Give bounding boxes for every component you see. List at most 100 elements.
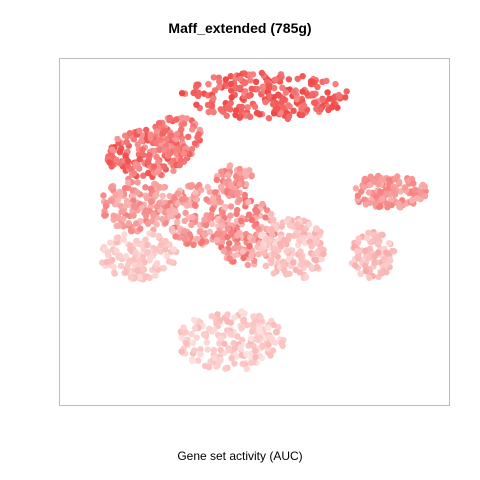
cell-point bbox=[300, 102, 308, 109]
cell-point bbox=[248, 216, 255, 224]
cell-point bbox=[390, 248, 398, 255]
cell-point bbox=[309, 92, 316, 99]
cell-point bbox=[147, 185, 155, 192]
cell-point bbox=[421, 183, 428, 190]
cell-point bbox=[239, 248, 246, 255]
cell-point bbox=[290, 259, 297, 266]
cell-point bbox=[145, 169, 152, 177]
cell-point bbox=[114, 234, 122, 241]
cell-point bbox=[265, 341, 272, 348]
cell-point bbox=[136, 127, 143, 134]
cell-point bbox=[270, 110, 278, 117]
cell-point bbox=[270, 270, 277, 277]
cell-point bbox=[114, 135, 121, 143]
cell-point bbox=[223, 112, 230, 119]
cell-point bbox=[155, 120, 163, 127]
cell-point bbox=[245, 92, 252, 100]
cell-point bbox=[240, 318, 247, 325]
cell-point bbox=[171, 195, 179, 202]
cell-point bbox=[294, 75, 301, 83]
cell-point bbox=[236, 84, 244, 92]
cell-point bbox=[250, 358, 257, 366]
cell-point bbox=[136, 261, 144, 268]
cell-point bbox=[167, 132, 174, 139]
cell-point bbox=[178, 114, 186, 122]
cell-point bbox=[120, 215, 127, 223]
cell-point bbox=[248, 172, 255, 179]
cell-point bbox=[159, 215, 166, 223]
cell-point bbox=[408, 197, 416, 204]
cell-point bbox=[193, 235, 201, 243]
cell-point bbox=[253, 220, 260, 227]
cell-point bbox=[195, 131, 202, 138]
cell-point bbox=[127, 246, 134, 253]
cell-point bbox=[278, 340, 285, 347]
cell-point bbox=[120, 236, 128, 243]
cell-point bbox=[115, 222, 123, 229]
cell-point bbox=[208, 313, 215, 320]
cell-point bbox=[142, 212, 150, 220]
cell-point bbox=[385, 240, 393, 247]
cell-point bbox=[290, 107, 297, 115]
cell-point bbox=[371, 253, 378, 260]
cell-point bbox=[227, 80, 235, 88]
cell-point bbox=[312, 256, 320, 264]
cell-point bbox=[116, 252, 124, 259]
cell-point bbox=[130, 136, 138, 143]
cell-point bbox=[195, 89, 202, 97]
cell-point bbox=[234, 333, 241, 340]
cell-point bbox=[279, 84, 286, 92]
cell-point bbox=[264, 324, 272, 331]
cell-point bbox=[122, 269, 130, 276]
cell-point bbox=[298, 255, 305, 262]
cell-point bbox=[386, 176, 393, 183]
cell-point bbox=[216, 340, 223, 347]
cell-point bbox=[224, 311, 231, 318]
cell-point bbox=[231, 360, 238, 367]
cell-point bbox=[124, 261, 132, 268]
cell-point bbox=[192, 189, 199, 196]
cell-point bbox=[193, 334, 200, 341]
cell-point bbox=[342, 94, 349, 101]
chart-title: Maff_extended (785g) bbox=[168, 20, 312, 36]
cell-point bbox=[352, 185, 360, 192]
cell-point bbox=[218, 183, 225, 190]
cell-point bbox=[127, 274, 135, 281]
cell-point bbox=[264, 207, 271, 214]
cell-point bbox=[236, 165, 243, 173]
cell-point bbox=[261, 250, 268, 257]
cell-point bbox=[293, 96, 300, 103]
cell-point bbox=[214, 194, 222, 201]
cell-point bbox=[204, 101, 212, 109]
cell-point bbox=[257, 314, 264, 321]
cell-point bbox=[154, 168, 161, 175]
cell-point bbox=[176, 161, 183, 169]
cell-point bbox=[111, 270, 119, 277]
cell-point bbox=[238, 325, 245, 332]
cell-point bbox=[300, 234, 307, 242]
cell-point bbox=[236, 196, 243, 203]
cell-point bbox=[251, 103, 259, 111]
cell-point bbox=[332, 80, 339, 88]
cell-point bbox=[173, 150, 180, 158]
cell-point bbox=[364, 234, 371, 242]
cell-point bbox=[153, 153, 160, 161]
cell-point bbox=[343, 88, 350, 95]
cell-point bbox=[224, 171, 232, 179]
cell-point bbox=[377, 188, 384, 196]
cell-point bbox=[133, 220, 140, 227]
cell-point bbox=[153, 191, 160, 199]
cell-point bbox=[228, 189, 235, 196]
cell-point bbox=[148, 217, 156, 225]
cell-point bbox=[243, 350, 250, 357]
cell-point bbox=[320, 250, 327, 257]
cell-point bbox=[134, 189, 141, 196]
cell-point bbox=[140, 172, 147, 179]
cell-point bbox=[173, 146, 181, 153]
cell-point bbox=[268, 210, 275, 218]
cell-point bbox=[285, 76, 293, 83]
cell-point bbox=[226, 162, 234, 169]
cell-point bbox=[249, 321, 257, 328]
cell-point bbox=[155, 232, 163, 240]
cell-point bbox=[191, 140, 199, 147]
